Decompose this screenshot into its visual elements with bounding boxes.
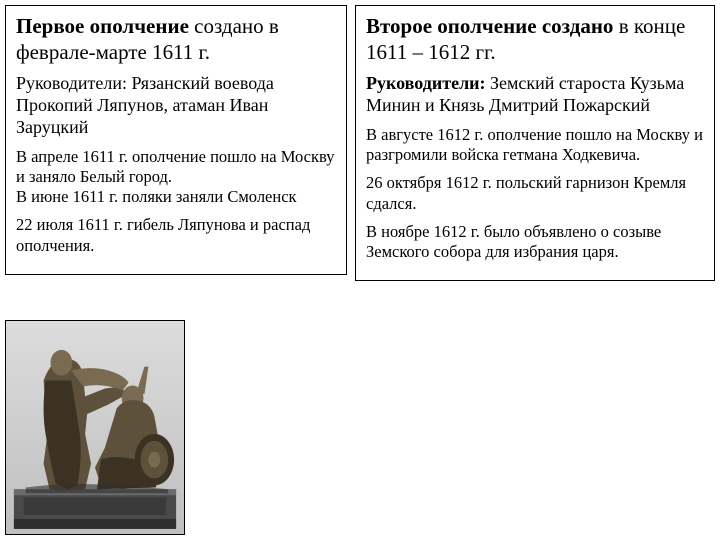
second-militia-p3: В ноябре 1612 г. было объявлено о созыве… (366, 222, 704, 262)
monument-svg (6, 321, 184, 534)
second-militia-title: Второе ополчение создано в конце 1611 – … (366, 14, 704, 65)
minin-pozharsky-monument (5, 320, 185, 535)
second-militia-leaders-bold: Руководители: (366, 73, 486, 93)
second-militia-p2: 26 октября 1612 г. польский гарнизон Кре… (366, 173, 704, 213)
first-militia-p1: В апреле 1611 г. ополчение пошло на Моск… (16, 147, 336, 207)
second-militia-p1: В августе 1612 г. ополчение пошло на Мос… (366, 125, 704, 165)
first-militia-title: Первое ополчение создано в феврале-марте… (16, 14, 336, 65)
second-militia-leaders: Руководители: Земский староста Кузьма Ми… (366, 73, 704, 117)
first-militia-title-bold: Первое ополчение (16, 14, 189, 38)
first-militia-panel: Первое ополчение создано в феврале-марте… (5, 5, 347, 275)
first-militia-p3: 22 июля 1611 г. гибель Ляпунова и распад… (16, 215, 336, 255)
first-militia-leaders: Руководители: Рязанский воевода Прокопий… (16, 73, 336, 139)
second-militia-panel: Второе ополчение создано в конце 1611 – … (355, 5, 715, 281)
second-militia-title-bold: Второе ополчение создано (366, 14, 613, 38)
